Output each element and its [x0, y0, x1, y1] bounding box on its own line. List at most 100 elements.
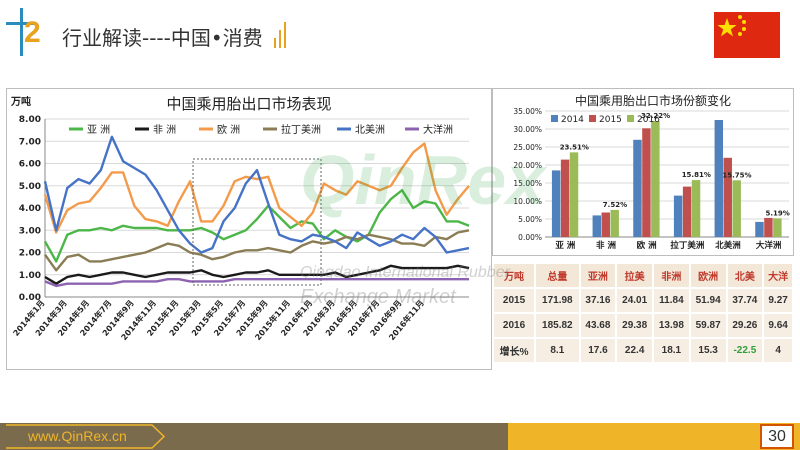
table-header-cell: 欧洲 [690, 264, 726, 287]
series-line [43, 188, 470, 263]
table-cell: 13.98 [654, 314, 689, 337]
page-number: 30 [760, 424, 794, 449]
y-tick-label: 20.00% [513, 161, 542, 170]
data-label: 15.81% [682, 171, 711, 179]
y-tick-label: 30.00% [513, 125, 542, 134]
bar-chart-xticks: 亚 洲 非 洲 欧 洲 拉丁美洲 北美洲 大洋洲 [555, 240, 781, 251]
table-row: 2016 185.82 43.68 29.38 13.98 59.87 29.2… [494, 314, 792, 337]
line-chart-yticks: 0.00 1.00 2.00 3.00 4.00 5.00 6.00 7.00 8.00 [19, 115, 41, 303]
series-line [44, 264, 470, 285]
table-cell: 22.4 [617, 339, 653, 362]
bar [642, 128, 651, 237]
y-tick-label: 10.00% [513, 197, 542, 206]
x-tick-label: 非 洲 [596, 240, 616, 251]
table-header-cell: 万吨 [494, 264, 535, 287]
y-tick-label: 0.00% [518, 233, 542, 242]
table-cell: 8.1 [536, 339, 579, 362]
table-cell: 9.64 [764, 314, 792, 337]
y-tick-label: 35.00% [513, 107, 542, 116]
data-label: 7.52% [603, 201, 627, 209]
table-cell: 171.98 [536, 289, 579, 312]
table-header-row: 万吨 总量 亚洲 拉美 非洲 欧洲 北美 大洋 [494, 264, 792, 287]
bar-chart-grid [545, 110, 789, 238]
table-cell: 59.87 [690, 314, 726, 337]
bar [723, 157, 732, 237]
legend-label: 2016 [637, 115, 660, 125]
legend-label: 欧 洲 [217, 124, 240, 136]
bar-chart-title: 中国乘用胎出口市场份额变化 [575, 93, 731, 108]
line-chart-grid [44, 118, 469, 298]
y-tick-label: 6.00 [19, 160, 41, 170]
series-line [44, 229, 470, 272]
table-header-cell: 大洋 [764, 264, 792, 287]
table-cell: 51.94 [690, 289, 726, 312]
table-growth-row: 增长% 8.1 17.6 22.4 18.1 15.3 -22.5 4 [494, 339, 792, 362]
footer-url-link[interactable]: www.QinRex.cn [28, 428, 127, 444]
bar [551, 170, 561, 237]
table-cell: -22.5 [727, 339, 763, 362]
table-header-cell: 总量 [536, 264, 579, 287]
bar-chart-yticks: 0.00% 5.00% 10.00% 15.00% 20.00% 25.00% 30.00%… [513, 107, 542, 242]
section-number: 2 [24, 16, 41, 49]
page-title: 行业解读----中国•消费 [62, 26, 263, 50]
x-tick-label: 大洋洲 [756, 240, 782, 251]
x-tick-label: 拉丁美洲 [670, 240, 704, 251]
table-cell: 11.84 [654, 289, 689, 312]
bar-chart-legend: 2014 2015 2016 [551, 115, 660, 125]
table-header-cell: 拉美 [617, 264, 653, 287]
line-chart-ylabel: 万吨 [10, 95, 31, 108]
legend-label: 2014 [561, 115, 584, 125]
bar [651, 121, 660, 237]
bar-chart: 中国乘用胎出口市场份额变化 0.00% 5.00% 10.00% 15.00% 20.0… [513, 93, 790, 251]
bar [569, 152, 579, 237]
bar [560, 159, 570, 237]
table-cell: 增长% [494, 339, 535, 362]
line-chart-title: 中国乘用胎出口市场表现 [166, 95, 331, 113]
data-label: 15.75% [722, 171, 751, 179]
bar [682, 186, 692, 237]
table-cell: 18.1 [654, 339, 689, 362]
x-tick-label: 北美洲 [715, 240, 741, 251]
y-tick-label: 25.00% [513, 143, 542, 152]
bar [773, 218, 782, 237]
x-tick-label: 欧 洲 [637, 240, 657, 251]
y-tick-label: 3.00 [19, 226, 41, 236]
bar [691, 180, 701, 237]
legend-swatch [551, 115, 558, 122]
legend-label: 亚 洲 [87, 124, 110, 136]
series-line [43, 135, 470, 254]
y-tick-label: 5.00 [19, 182, 41, 192]
bar [673, 195, 683, 237]
table-cell: 17.6 [580, 339, 616, 362]
bar [601, 212, 610, 237]
y-tick-label: 5.00% [518, 215, 542, 224]
legend-swatch [589, 115, 596, 122]
line-chart-xticks: 2014年1月2014年3月2014年5月2014年7月2014年9月2014年… [11, 298, 426, 342]
table-header-cell: 非洲 [654, 264, 689, 287]
title-decoration-icon [272, 18, 292, 48]
table-row: 2015 171.98 37.16 24.01 11.84 51.94 37.7… [494, 289, 792, 312]
bar-chart-bars [551, 120, 782, 237]
bar-chart-data-labels: 23.51% 7.52% 32.22% 15.81% 15.75% 5.19% [560, 112, 790, 217]
data-label: 23.51% [560, 143, 589, 151]
legend-label: 非 洲 [153, 124, 176, 136]
table-cell: 2015 [494, 289, 535, 312]
bar [592, 215, 602, 237]
table-cell: 24.01 [617, 289, 653, 312]
bar [755, 221, 764, 237]
table-cell: 15.3 [690, 339, 726, 362]
legend-label: 大洋洲 [423, 123, 453, 136]
line-chart-legend: 亚 洲 非 洲 欧 洲 拉丁美洲 北美洲 大洋洲 [69, 123, 453, 136]
export-volume-table: 万吨 总量 亚洲 拉美 非洲 欧洲 北美 大洋 2015 171.98 37.1… [492, 262, 794, 364]
legend-label: 拉丁美洲 [281, 123, 321, 136]
table-cell: 2016 [494, 314, 535, 337]
footer-arrow-icon [6, 424, 166, 449]
bar [610, 209, 619, 237]
data-label: 32.22% [641, 112, 670, 120]
bar [714, 120, 724, 237]
bar [764, 217, 773, 237]
table-cell: 9.27 [764, 289, 792, 312]
bar-chart-panel: 中国乘用胎出口市场份额变化 0.00% 5.00% 10.00% 15.00% 20.0… [492, 88, 794, 256]
table-header-cell: 北美 [727, 264, 763, 287]
y-tick-label: 7.00 [19, 137, 41, 147]
